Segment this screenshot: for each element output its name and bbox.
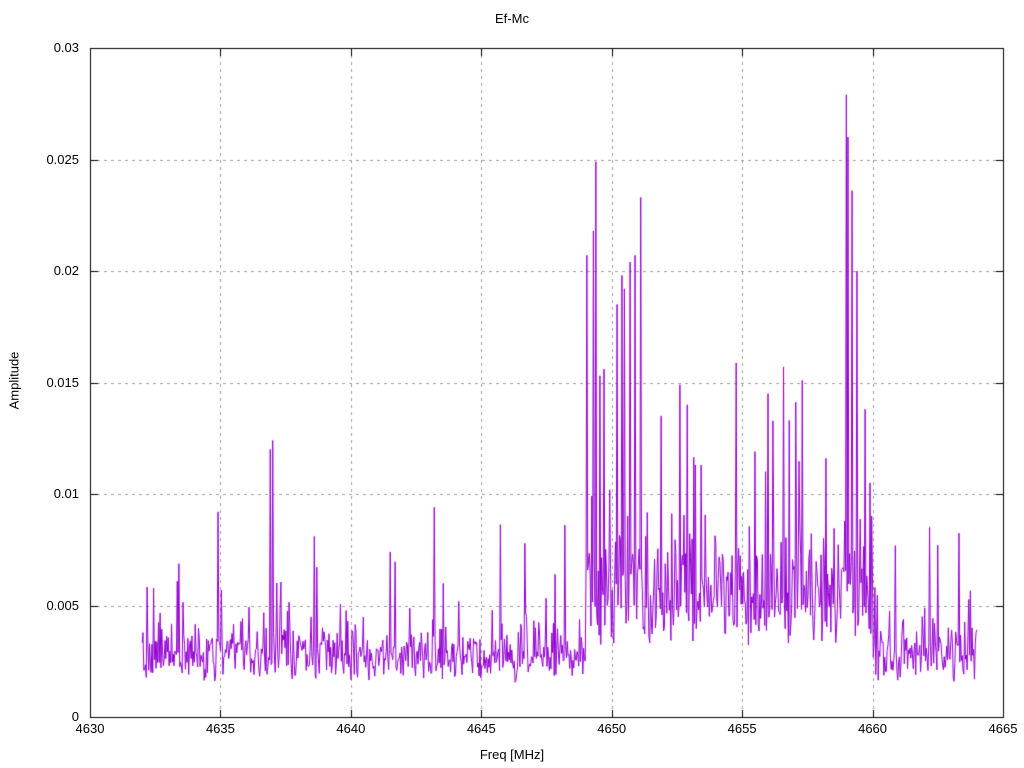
- y-tick-label: 0: [71, 709, 79, 724]
- y-tick-label: 0.02: [53, 263, 79, 278]
- x-tick-label: 4655: [727, 721, 757, 736]
- y-tick-label: 0.005: [46, 597, 79, 613]
- x-tick-label: 4650: [597, 721, 627, 736]
- y-tick-label: 0.01: [53, 486, 79, 501]
- x-tick-label: 4660: [858, 721, 888, 736]
- x-tick-label: 4645: [466, 721, 496, 736]
- y-tick-label: 0.015: [46, 374, 79, 390]
- x-tick-label: 4665: [988, 721, 1018, 736]
- y-tick-label: 0.03: [53, 40, 79, 55]
- page-title: Ef-Mc: [495, 11, 529, 26]
- y-tick-label: 0.025: [46, 151, 79, 167]
- x-tick-label: 4640: [336, 721, 366, 736]
- x-tick-label: 4630: [75, 721, 105, 736]
- x-tick-label: 4635: [205, 721, 235, 736]
- x-axis-label: Freq [MHz]: [479, 747, 545, 762]
